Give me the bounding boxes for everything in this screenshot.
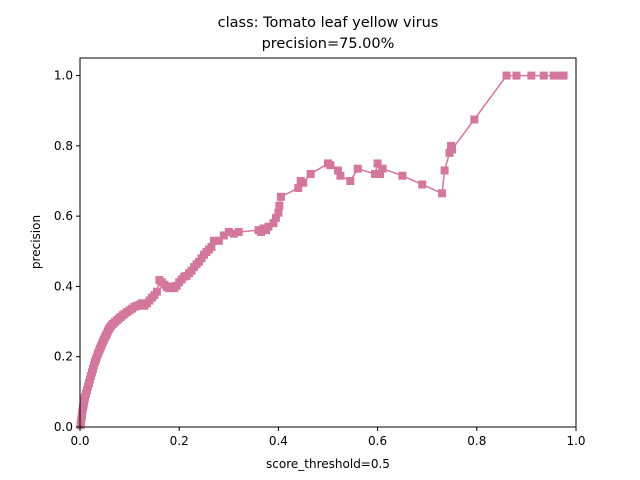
y-tick-label: 0.6 xyxy=(54,209,73,223)
y-axis: 0.0 0.2 0.4 0.6 0.8 1.0 xyxy=(54,69,80,434)
data-point-marker xyxy=(346,177,355,185)
data-point-marker xyxy=(353,164,362,173)
data-point-marker xyxy=(209,236,218,245)
data-point-marker xyxy=(269,219,278,228)
data-point-marker xyxy=(224,227,233,236)
x-tick-label: 0.2 xyxy=(170,434,189,448)
data-point-marker xyxy=(299,178,308,187)
data-point-marker xyxy=(418,180,427,189)
y-axis-label: precision xyxy=(29,215,43,269)
data-point-marker xyxy=(207,243,216,252)
data-point-marker xyxy=(371,169,380,178)
data-point-marker xyxy=(470,115,479,124)
data-point-marker xyxy=(438,189,447,198)
data-point-marker xyxy=(326,161,335,170)
data-point-marker xyxy=(502,71,511,80)
x-axis: 0.0 0.2 0.4 0.6 0.8 1.0 xyxy=(70,427,586,448)
data-point-marker xyxy=(512,71,521,80)
data-point-marker xyxy=(275,201,284,210)
data-point-marker xyxy=(527,71,536,80)
y-tick-label: 0.4 xyxy=(54,279,73,293)
x-tick-label: 0.0 xyxy=(70,434,89,448)
data-point-marker xyxy=(274,208,283,217)
data-point-marker xyxy=(559,71,568,80)
x-tick-label: 0.6 xyxy=(368,434,387,448)
y-tick-label: 0.0 xyxy=(54,420,73,434)
data-point-marker xyxy=(214,236,223,245)
y-tick-label: 1.0 xyxy=(54,69,73,83)
data-point-marker xyxy=(152,287,161,296)
chart-title: class: Tomato leaf yellow virus xyxy=(218,15,439,31)
data-point-marker xyxy=(306,169,315,178)
data-point-marker xyxy=(539,71,548,80)
data-point-marker xyxy=(549,71,558,80)
data-point-marker xyxy=(376,169,385,178)
x-tick-label: 1.0 xyxy=(566,434,585,448)
data-point-marker xyxy=(440,166,449,175)
data-point-marker xyxy=(234,227,243,236)
data-point-marker xyxy=(333,166,342,175)
data-point-marker xyxy=(271,213,280,222)
plot-frame xyxy=(79,57,577,428)
data-point-marker xyxy=(264,222,273,231)
x-tick-label: 0.4 xyxy=(269,434,288,448)
data-point-marker xyxy=(219,231,228,240)
data-point-marker xyxy=(336,171,345,180)
plot-area xyxy=(76,71,568,430)
data-point-marker xyxy=(373,159,382,168)
data-point-marker xyxy=(398,171,407,180)
x-axis-label: score_threshold=0.5 xyxy=(266,457,390,471)
x-tick-label: 0.8 xyxy=(467,434,486,448)
y-tick-label: 0.8 xyxy=(54,139,73,153)
chart-subtitle: precision=75.00% xyxy=(262,36,395,52)
data-point-marker xyxy=(448,145,456,154)
data-point-marker xyxy=(294,184,303,193)
data-point-marker xyxy=(378,164,387,173)
data-point-marker xyxy=(276,192,285,201)
data-point-marker xyxy=(229,229,238,238)
y-tick-label: 0.2 xyxy=(54,350,73,364)
